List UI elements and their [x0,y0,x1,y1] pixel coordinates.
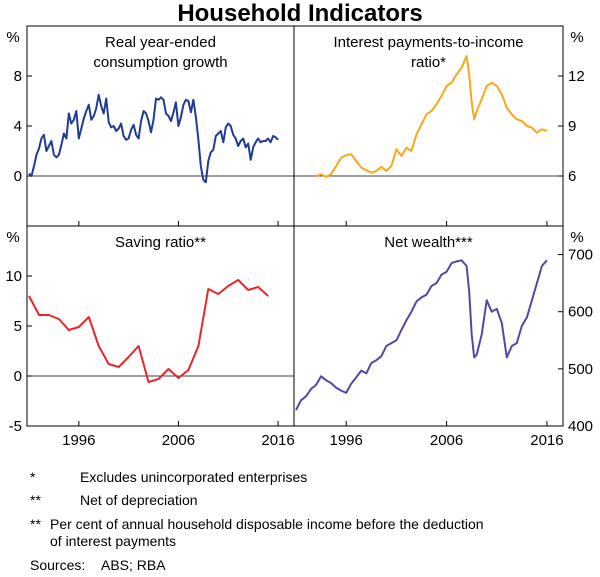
footnote-2-mark: ** [30,492,41,508]
footnote-2: ** Net of depreciation [30,492,590,512]
consumption-ytick-label: 0 [14,168,22,185]
wealth-unit-label: % [570,229,583,246]
chart-title: Household Indicators [177,0,422,27]
panels: 0 4 8% Real year-ended consumption growth 6 9 1… [5,25,593,449]
saving-ytick-label: 10 [5,268,22,285]
interest-title-line-2: ratio* [411,54,446,71]
interest-series-line [315,55,548,178]
footnote-2-text: Net of depreciation [80,492,198,508]
saving-series-line [28,279,269,383]
saving-ytick-label: 0 [14,368,22,385]
x-tick-label: 2006 [430,432,463,449]
x-tick-label: 1996 [330,432,363,449]
panel-saving: -5 0 5 10% Saving ratio** [5,229,294,435]
panel-consumption: 0 4 8% Real year-ended consumption growth [6,29,294,226]
x-tick-label: 1996 [62,432,95,449]
interest-title-line-1: Interest payments-to-income [333,34,523,51]
x-tick-label: 2016 [261,432,294,449]
interest-ytick-label: 12 [568,68,585,85]
panel-wealth: 400 500 600 700% Net wealth*** [295,229,593,435]
wealth-ytick-label: 500 [568,361,593,378]
consumption-series-line [28,93,279,184]
footnote-1-mark: * [30,469,36,485]
footnote-3-mark: ** [30,516,41,532]
x-tick-label: 2006 [162,432,195,449]
consumption-title-line-2: consumption growth [93,54,227,71]
sources: Sources: ABS; RBA [30,557,590,577]
footnote-3-line-1: Per cent of annual household disposable … [50,516,484,532]
sources-label: Sources: [30,557,86,573]
footnote-1-text: Excludes unincorporated enterprises [80,469,308,485]
wealth-ytick-label: 600 [568,304,593,321]
household-indicators-figure: Household Indicators 0 4 8% Real year-ended… [5,0,593,449]
x-tick-label: 2016 [530,432,563,449]
interest-unit-label: % [570,29,583,46]
wealth-ytick-label: 400 [568,418,593,435]
saving-ytick-label: 5 [14,318,22,335]
panel-interest: 6 9 12% Interest payments-to-income ratio* [294,29,585,226]
saving-unit-label: % [6,229,19,246]
consumption-ytick-label: 8 [14,68,22,85]
interest-ytick-label: 9 [568,118,576,135]
consumption-unit-label: % [6,29,19,46]
interest-ytick-label: 6 [568,168,576,185]
wealth-series-line [295,259,548,411]
wealth-title-line-1: Net wealth*** [384,234,473,251]
saving-title-line-1: Saving ratio** [115,234,206,251]
sources-text: ABS; RBA [101,557,166,573]
footnote-3-line-2: of interest payments [50,533,177,549]
footnote-1: * Excludes unincorporated enterprises [30,469,590,489]
footnote-3: ** Per cent of annual household disposab… [30,516,590,552]
saving-ytick-label: -5 [9,418,22,435]
consumption-ytick-label: 4 [14,118,22,135]
wealth-ytick-label: 700 [568,247,593,264]
consumption-title-line-1: Real year-ended [105,34,216,51]
